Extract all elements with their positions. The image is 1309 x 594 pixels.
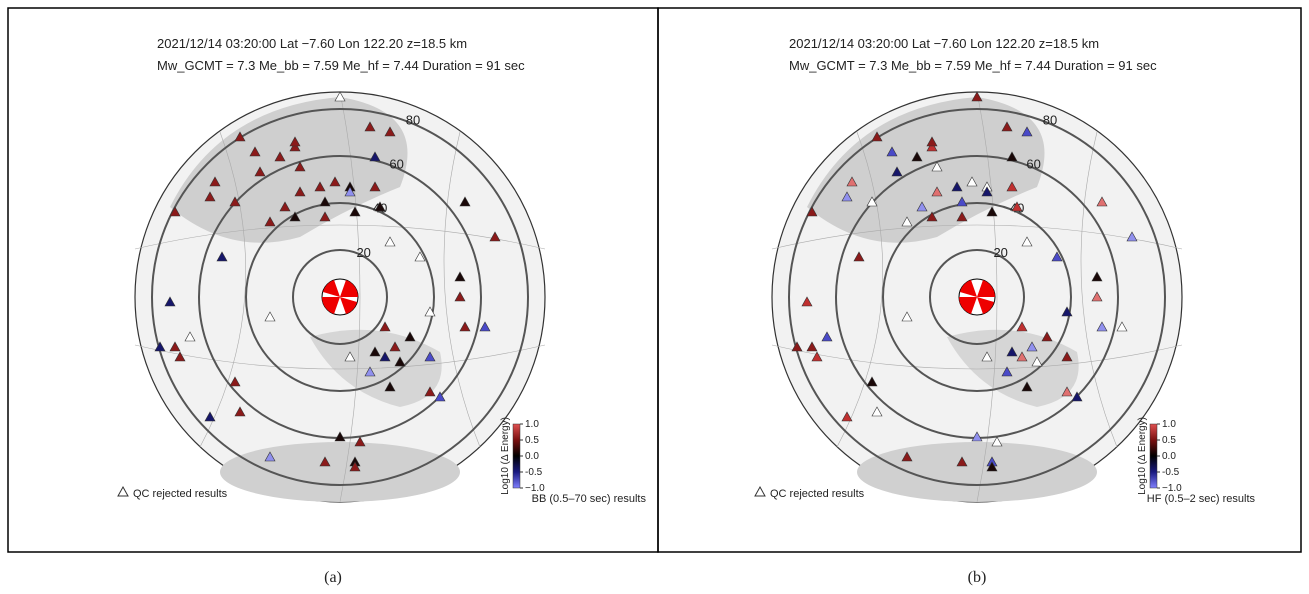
beachball [959, 279, 995, 315]
colorbar [513, 424, 520, 488]
result-label: HF (0.5–2 sec) results [1147, 493, 1256, 505]
ring-label: 80 [1043, 112, 1057, 127]
ring-label: 20 [356, 245, 370, 260]
colorbar-tick-label: 0.0 [525, 451, 539, 462]
legend-symbol [755, 487, 765, 496]
ring-label: 20 [993, 245, 1007, 260]
colorbar-tick-label: 0.5 [1162, 435, 1176, 446]
colorbar-tick-label: -0.5 [1162, 467, 1180, 478]
colorbar-tick-label: -0.5 [525, 467, 543, 478]
colorbar-label: Log10 (Δ Energy) [500, 417, 511, 495]
header-line: 2021/12/14 03:20:00 Lat −7.60 Lon 122.20… [789, 36, 1099, 51]
colorbar-tick-label: 0.0 [1162, 451, 1176, 462]
legend-label: QC rejected results [770, 488, 865, 500]
legend-label: QC rejected results [133, 488, 228, 500]
header-line: Mw_GCMT = 7.3 Me_bb = 7.59 Me_hf = 7.44 … [157, 58, 525, 73]
ring-label: 60 [389, 156, 403, 171]
ring-label: 80 [406, 112, 420, 127]
colorbar-label: Log10 (Δ Energy) [1137, 417, 1148, 495]
caption: (a) [324, 569, 342, 586]
result-label: BB (0.5–70 sec) results [532, 493, 647, 505]
ring-label: 60 [1026, 156, 1040, 171]
land [857, 442, 1097, 502]
colorbar-tick-label: 1.0 [1162, 419, 1176, 430]
colorbar-tick-label: 1.0 [525, 419, 539, 430]
legend-symbol [118, 487, 128, 496]
beachball [322, 279, 358, 315]
colorbar-tick-label: 0.5 [525, 435, 539, 446]
header-line: 2021/12/14 03:20:00 Lat −7.60 Lon 122.20… [157, 36, 467, 51]
colorbar [1150, 424, 1157, 488]
header-line: Mw_GCMT = 7.3 Me_bb = 7.59 Me_hf = 7.44 … [789, 58, 1157, 73]
caption: (b) [968, 569, 987, 586]
figure: 204060802021/12/14 03:20:00 Lat −7.60 Lo… [0, 0, 1309, 589]
land [220, 442, 460, 502]
